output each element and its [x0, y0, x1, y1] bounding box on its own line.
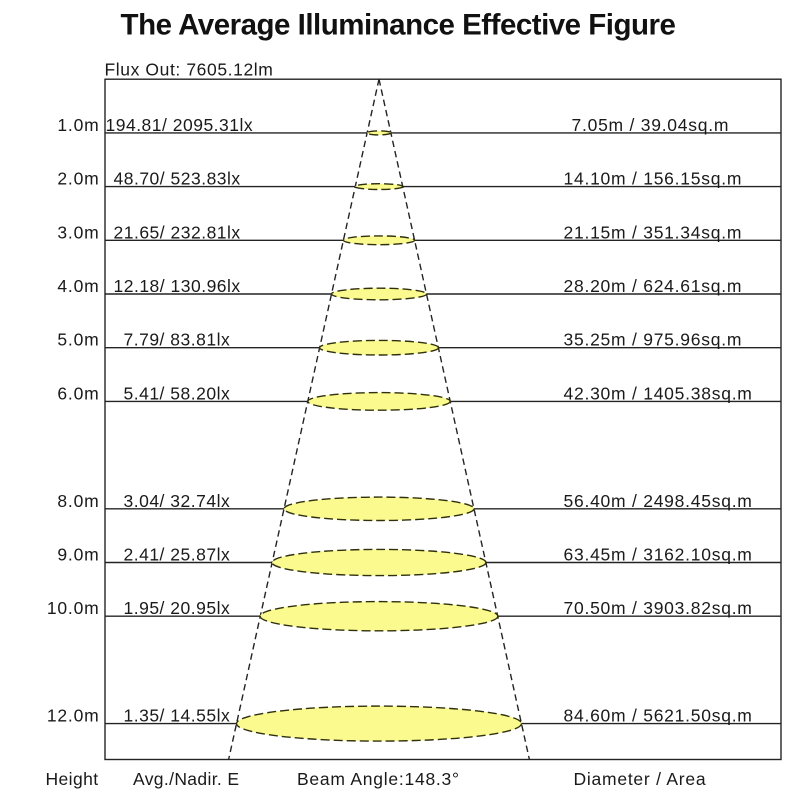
- svg-text:6.0m: 6.0m: [57, 383, 99, 403]
- svg-text:84.60m / 5621.50sq.m: 84.60m / 5621.50sq.m: [564, 706, 753, 726]
- svg-text:28.20m / 624.61sq.m: 28.20m / 624.61sq.m: [564, 276, 743, 296]
- svg-text:48.70/ 523.83lx: 48.70/ 523.83lx: [114, 169, 241, 189]
- svg-text:Flux Out: 7605.12lm: Flux Out: 7605.12lm: [105, 60, 274, 80]
- svg-text:Diameter / Area: Diameter / Area: [574, 769, 707, 789]
- svg-text:70.50m / 3903.82sq.m: 70.50m / 3903.82sq.m: [564, 598, 753, 618]
- svg-text:14.10m / 156.15sq.m: 14.10m / 156.15sq.m: [564, 169, 743, 189]
- svg-text:8.0m: 8.0m: [57, 491, 99, 511]
- svg-text:Avg./Nadir. E: Avg./Nadir. E: [133, 769, 239, 789]
- svg-text:63.45m / 3162.10sq.m: 63.45m / 3162.10sq.m: [564, 545, 753, 565]
- svg-text:The Average Illuminance Effect: The Average Illuminance Effective Figure: [121, 9, 676, 42]
- svg-text:9.0m: 9.0m: [57, 545, 99, 565]
- svg-text:194.81/ 2095.31lx: 194.81/ 2095.31lx: [106, 115, 254, 135]
- svg-text:12.18/ 130.96lx: 12.18/ 130.96lx: [114, 276, 241, 296]
- svg-text:Beam Angle:148.3°: Beam Angle:148.3°: [297, 769, 460, 789]
- svg-text:1.35/ 14.55lx: 1.35/ 14.55lx: [124, 706, 231, 726]
- svg-text:1.0m: 1.0m: [57, 115, 99, 135]
- svg-text:Height: Height: [46, 769, 99, 789]
- svg-text:12.0m: 12.0m: [47, 706, 100, 726]
- svg-text:2.0m: 2.0m: [57, 169, 99, 189]
- svg-text:5.0m: 5.0m: [57, 330, 99, 350]
- svg-text:35.25m / 975.96sq.m: 35.25m / 975.96sq.m: [564, 330, 743, 350]
- svg-text:4.0m: 4.0m: [57, 276, 99, 296]
- svg-text:3.04/ 32.74lx: 3.04/ 32.74lx: [124, 491, 231, 511]
- svg-text:3.0m: 3.0m: [57, 222, 99, 242]
- svg-text:2.41/ 25.87lx: 2.41/ 25.87lx: [124, 545, 231, 565]
- svg-text:1.95/ 20.95lx: 1.95/ 20.95lx: [124, 598, 231, 618]
- svg-text:42.30m / 1405.38sq.m: 42.30m / 1405.38sq.m: [564, 383, 753, 403]
- svg-text:21.65/ 232.81lx: 21.65/ 232.81lx: [114, 222, 241, 242]
- svg-text:21.15m / 351.34sq.m: 21.15m / 351.34sq.m: [564, 222, 743, 242]
- svg-text:56.40m / 2498.45sq.m: 56.40m / 2498.45sq.m: [564, 491, 753, 511]
- svg-text:7.05m / 39.04sq.m: 7.05m / 39.04sq.m: [572, 115, 730, 135]
- svg-text:7.79/ 83.81lx: 7.79/ 83.81lx: [124, 330, 231, 350]
- svg-text:10.0m: 10.0m: [47, 598, 100, 618]
- svg-text:5.41/ 58.20lx: 5.41/ 58.20lx: [124, 383, 231, 403]
